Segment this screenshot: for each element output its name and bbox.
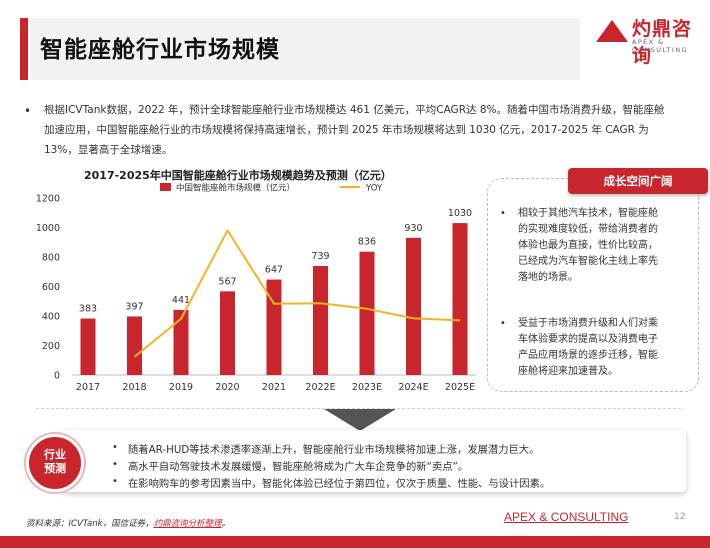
logo-name: 灼鼎咨询: [632, 18, 693, 67]
y-tick-label: 0: [54, 371, 60, 382]
logo-subtitle: APEX & CONSULTING: [632, 38, 688, 54]
bar-value-label: 836: [358, 237, 376, 248]
side-card: [487, 178, 699, 392]
intro-paragraph: 根据ICVTank数据，2022 年，预计全球智能座舱行业市场规模达 461 亿…: [44, 104, 665, 156]
bar: [359, 251, 375, 375]
forecast-panel: [62, 430, 686, 492]
industry-label-line1: 行业: [44, 448, 66, 461]
forecast-bullet-text: 在影响购车的参考因素当中，智能化体验已经位于第四位，仅次于质量、性能、与设计因素…: [128, 478, 551, 490]
bar-value-label: 441: [172, 295, 190, 306]
x-tick-label: 2017: [76, 382, 100, 393]
bar: [452, 223, 468, 375]
bar-value-label: 647: [265, 265, 283, 276]
bar-value-label: 739: [311, 251, 329, 262]
x-tick-label: 2020: [215, 382, 239, 393]
source-note: 资料来源：ICVTank，国信证券，灼鼎咨询分析整理。: [26, 517, 230, 529]
title-background: [30, 18, 580, 80]
title-accent-bar: [20, 18, 28, 80]
source-prefix: 资料来源：ICVTank，国信证券，: [26, 519, 154, 529]
forecast-bullet-text: 高水平自动驾驶技术发展缓慢，智能座舱将成为广大车企竞争的新“卖点”。: [128, 461, 469, 473]
bar-value-label: 567: [218, 276, 236, 287]
bar-value-label: 930: [404, 223, 422, 234]
y-tick-label: 800: [42, 253, 60, 264]
bar-value-label: 397: [125, 301, 143, 312]
side-bullet-text: 受益于市场消费升级和人们对乘车体验要求的提高以及消费电子产品应用场景的逐步迁移，…: [518, 318, 658, 377]
footer-brand-link[interactable]: APEX & CONSULTING: [504, 510, 629, 524]
industry-label-line2: 预测: [44, 462, 66, 475]
bullet-dot-icon: •: [500, 318, 506, 329]
side-card-heading: 成长空间广阔: [568, 168, 708, 194]
legend-line-label: YOY: [365, 184, 383, 194]
legend-bar-label: 中国智能座舱市场规模（亿元）: [176, 183, 295, 194]
x-tick-label: 2025E: [445, 382, 475, 393]
y-tick-label: 1000: [36, 223, 60, 234]
bar-value-label: 1030: [448, 208, 472, 219]
yoy-line: [133, 229, 461, 358]
industry-forecast-label: 行业 预测: [29, 448, 81, 476]
bar-value-label: 383: [79, 304, 97, 315]
bar: [80, 318, 96, 375]
y-tick-label: 200: [42, 341, 60, 352]
y-tick-label: 400: [42, 312, 60, 323]
x-tick-label: 2022E: [305, 382, 335, 393]
source-link[interactable]: 灼鼎咨询分析整理: [153, 519, 222, 529]
chart-title: 2017-2025年中国智能座舱行业市场规模趋势及预测（亿元）: [84, 169, 392, 182]
footer-accent-bar: [0, 536, 710, 548]
bullet-dot-icon: •: [112, 476, 118, 487]
bar: [173, 309, 189, 375]
x-tick-label: 2023E: [352, 382, 382, 393]
bar: [313, 265, 328, 375]
bullet-dot-icon: •: [112, 459, 118, 470]
y-tick-label: 1200: [36, 194, 60, 205]
source-suffix: 。: [221, 519, 231, 529]
x-tick-label: 2024E: [398, 382, 428, 393]
bullet-dot-icon: •: [24, 104, 32, 118]
forecast-bullet-text: 随着AR-HUD等技术渗透率逐渐上升，智能座舱行业市场规模将加速上涨，发展潜力巨…: [128, 444, 540, 456]
page-number: 12: [674, 512, 686, 522]
x-tick-label: 2018: [122, 382, 146, 393]
bar: [220, 291, 235, 375]
y-tick-label: 600: [42, 282, 60, 293]
logo-triangle-icon: [596, 20, 628, 42]
side-bullet-text: 相较于其他汽车技术，智能座舱的实现难度较低，带给消费者的体验也最为直接，性价比较…: [518, 208, 658, 283]
bullet-dot-icon: •: [112, 442, 118, 453]
x-tick-label: 2019: [169, 382, 193, 393]
page-title: 智能座舱行业市场规模: [40, 37, 280, 63]
legend-bar-swatch: [160, 183, 171, 191]
bullet-dot-icon: •: [500, 208, 506, 219]
section-divider: [36, 408, 681, 409]
industry-forecast-badge: [26, 434, 84, 492]
x-tick-label: 2021: [262, 382, 286, 393]
bar: [127, 316, 142, 375]
bar: [406, 237, 421, 375]
arrow-down-icon: [324, 409, 396, 431]
